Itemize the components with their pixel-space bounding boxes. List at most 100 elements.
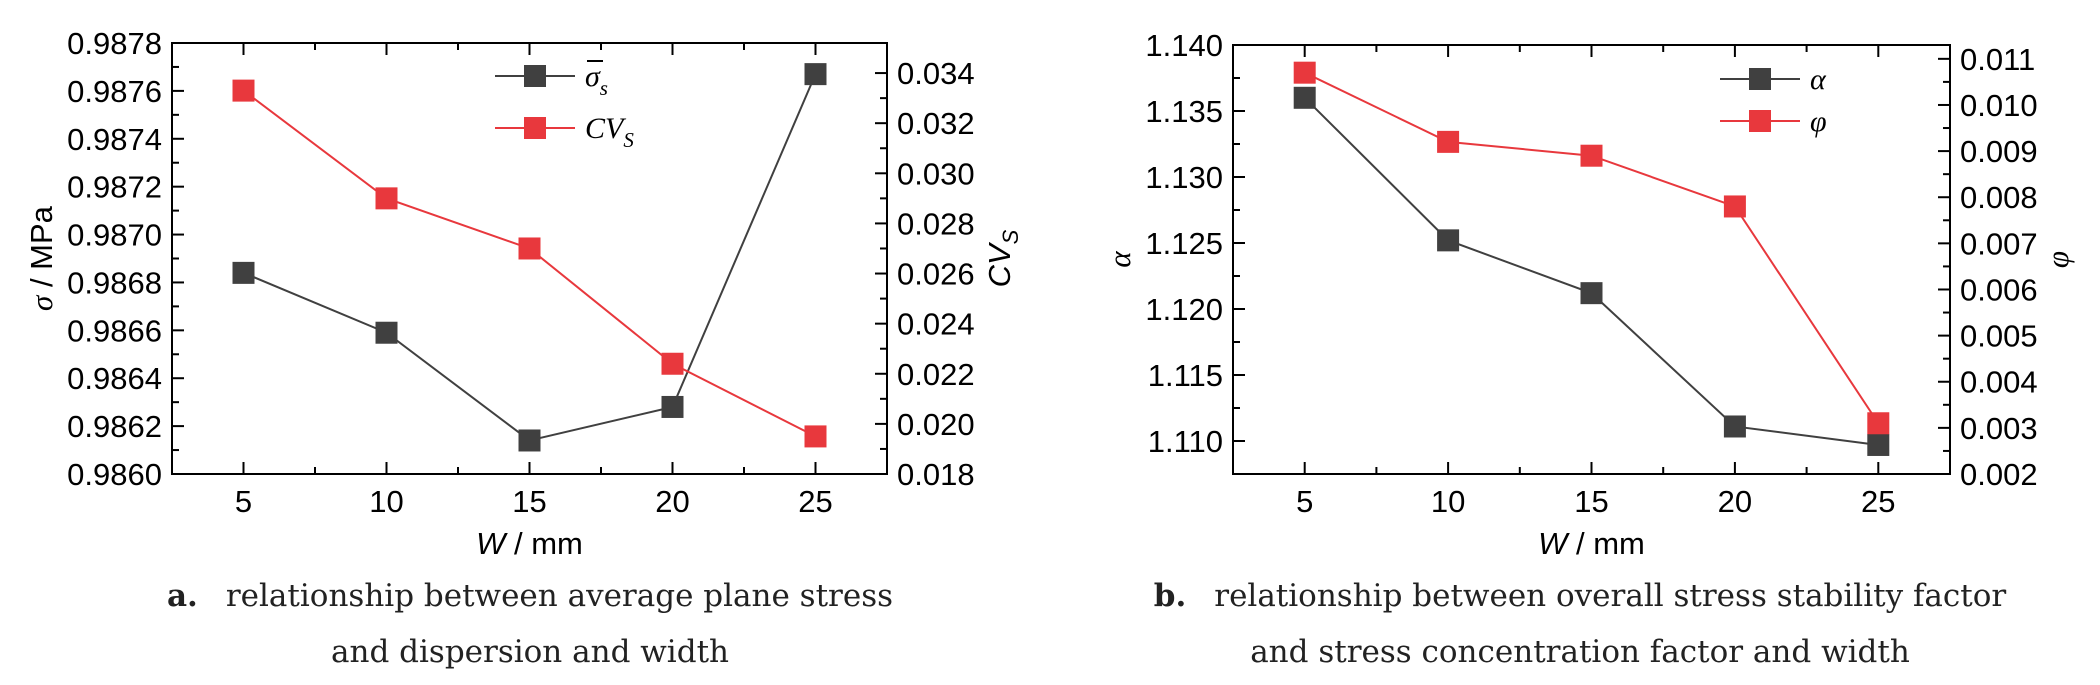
plot-frame <box>1232 44 1951 475</box>
x-tick-label: 25 <box>1861 484 1895 519</box>
data-point <box>1723 415 1746 438</box>
y-tick-label: 1.125 <box>1145 226 1223 261</box>
y2-tick-label: 0.008 <box>1960 180 2038 215</box>
y-tick-label: 1.140 <box>1145 28 1223 63</box>
y-axis-label: α <box>1102 251 1137 268</box>
y-tick-label: 0.9872 <box>67 170 162 205</box>
x-tick-label: 15 <box>1574 484 1608 519</box>
y-axis-label: σ / MPa <box>24 205 59 311</box>
y2-axis-label: φ <box>2040 251 2075 268</box>
legend-label-name: σ <box>585 60 601 93</box>
x-tick-label: 20 <box>655 484 689 519</box>
y-axis-label-var: α <box>1102 251 1137 268</box>
y-tick-label: 0.9876 <box>67 74 162 109</box>
y-tick-label: 1.130 <box>1145 160 1223 195</box>
legend-label-name: φ <box>1810 105 1827 138</box>
y2-tick-label: 0.030 <box>897 156 975 191</box>
data-point <box>375 321 398 344</box>
caption-b-letter: b. <box>1153 578 1187 614</box>
y-tick-label: 0.9878 <box>67 26 162 61</box>
y2-tick-label: 0.026 <box>897 257 975 292</box>
data-point <box>232 261 255 284</box>
y2-tick-label: 0.010 <box>1960 88 2038 123</box>
y2-tick-label: 0.028 <box>897 206 975 241</box>
legend-marker <box>1749 68 1771 90</box>
x-tick-label: 10 <box>1431 484 1465 519</box>
y2-tick-label: 0.009 <box>1960 134 2038 169</box>
y-tick-label: 1.110 <box>1148 424 1223 459</box>
y2-axis-label-var: φ <box>2040 251 2075 268</box>
y2-tick-label: 0.032 <box>897 106 975 141</box>
data-point <box>1437 130 1460 153</box>
y2-tick-label: 0.024 <box>897 307 975 342</box>
y-axis-label-var: σ <box>24 294 59 311</box>
y2-tick-label: 0.003 <box>1960 411 2038 446</box>
caption-a: a. relationship between average plane str… <box>80 568 980 680</box>
legend-label-name: α <box>1810 63 1827 96</box>
y-axis-label-unit: / MPa <box>24 205 59 295</box>
caption-a-letter: a. <box>166 578 198 614</box>
x-axis-label-var: W <box>476 526 508 561</box>
y2-tick-label: 0.004 <box>1960 365 2038 400</box>
y2-tick-label: 0.022 <box>897 357 975 392</box>
legend-label: α <box>1810 63 1827 96</box>
series-line <box>1304 71 1880 424</box>
data-point <box>232 79 255 102</box>
y2-tick-label: 0.005 <box>1960 319 2038 354</box>
chart-a: 5 10 15 20 25 0.9860 0.9862 0.9864 0.9866 0.9868 0… <box>24 26 1023 561</box>
data-point <box>1867 433 1890 456</box>
x-axis-label: W / mm <box>1538 526 1645 561</box>
legend-label: CVS <box>585 112 634 152</box>
y-tick-label: 0.9870 <box>67 218 162 253</box>
data-point <box>804 63 827 86</box>
y-tick-label: 1.120 <box>1145 292 1223 327</box>
legend-label-sub: s <box>600 76 608 100</box>
caption-a-line2: and dispersion and width <box>331 634 729 670</box>
y-tick-label: 0.9860 <box>67 457 162 492</box>
series-primary <box>1293 86 1890 456</box>
caption-b: b. relationship between overall stress st… <box>1100 568 2060 680</box>
x-tick-label: 10 <box>369 484 403 519</box>
x-axis-label: W / mm <box>476 526 583 561</box>
data-point <box>1293 61 1316 84</box>
y2-tick-label: 0.002 <box>1960 457 2038 492</box>
x-axis-label-var: W <box>1538 526 1570 561</box>
legend-label: φ <box>1810 105 1827 138</box>
caption-a-line1: relationship between average plane stres… <box>225 578 894 614</box>
y-tick-label: 1.115 <box>1148 358 1223 393</box>
legend-label-name: CV <box>585 112 627 145</box>
data-point <box>1293 86 1316 109</box>
data-point <box>518 237 541 260</box>
x-axis-label-unit: / mm <box>505 526 583 561</box>
data-point <box>375 187 398 210</box>
y2-tick-label: 0.034 <box>897 56 975 91</box>
legend-label: σs <box>585 60 608 100</box>
y-tick-label: 0.9862 <box>67 409 162 444</box>
x-tick-label: 20 <box>1718 484 1752 519</box>
x-tick-label: 25 <box>798 484 832 519</box>
y2-tick-label: 0.018 <box>897 457 975 492</box>
legend-marker <box>524 117 546 139</box>
series-secondary <box>232 79 827 448</box>
y2-tick-label: 0.006 <box>1960 272 2038 307</box>
x-tick-label: 5 <box>235 484 252 519</box>
data-point <box>1867 412 1890 435</box>
data-point <box>1723 195 1746 218</box>
legend-marker <box>524 65 546 87</box>
data-point <box>804 425 827 448</box>
legend-marker <box>1749 110 1771 132</box>
data-point <box>661 352 684 375</box>
y2-axis-label-var: CV <box>982 241 1017 287</box>
data-point <box>518 429 541 452</box>
y-tick-label: 1.135 <box>1145 94 1223 129</box>
series-line <box>242 89 816 438</box>
y-tick-label: 0.9864 <box>67 361 162 396</box>
data-point <box>1580 282 1603 305</box>
y-tick-label: 0.9868 <box>67 265 162 300</box>
x-axis-label-unit: / mm <box>1567 526 1645 561</box>
y2-tick-label: 0.007 <box>1960 226 2038 261</box>
caption-b-line2: and stress concentration factor and widt… <box>1250 634 1910 670</box>
series-secondary <box>1293 61 1890 435</box>
data-point <box>1437 229 1460 252</box>
